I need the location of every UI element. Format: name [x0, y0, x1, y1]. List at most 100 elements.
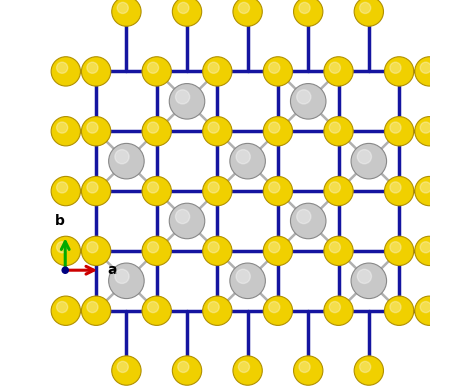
Circle shape [208, 301, 219, 313]
Circle shape [420, 122, 431, 133]
Circle shape [208, 182, 219, 193]
Circle shape [354, 356, 383, 385]
Circle shape [351, 263, 387, 299]
Circle shape [147, 242, 159, 253]
Circle shape [203, 57, 232, 86]
Circle shape [56, 242, 68, 253]
Circle shape [263, 296, 292, 325]
Circle shape [236, 269, 250, 283]
Circle shape [384, 117, 414, 146]
Circle shape [420, 301, 431, 313]
Circle shape [142, 117, 172, 146]
Circle shape [203, 117, 232, 146]
Circle shape [297, 210, 311, 223]
Circle shape [329, 122, 340, 133]
Circle shape [87, 301, 98, 313]
Circle shape [269, 182, 280, 193]
Circle shape [208, 122, 219, 133]
Circle shape [415, 176, 444, 206]
Circle shape [233, 0, 262, 26]
Circle shape [384, 236, 414, 266]
Circle shape [208, 62, 219, 73]
Circle shape [420, 242, 431, 253]
Circle shape [169, 83, 205, 119]
Circle shape [117, 361, 128, 372]
Text: a: a [108, 263, 117, 277]
Circle shape [62, 267, 68, 273]
Circle shape [390, 122, 401, 133]
Circle shape [51, 57, 81, 86]
Circle shape [324, 57, 353, 86]
Circle shape [203, 296, 232, 325]
Circle shape [169, 203, 205, 239]
Circle shape [173, 356, 201, 385]
Circle shape [263, 176, 292, 206]
Circle shape [420, 62, 431, 73]
Circle shape [324, 176, 353, 206]
Circle shape [51, 296, 81, 325]
Circle shape [178, 361, 189, 372]
Circle shape [82, 176, 111, 206]
Circle shape [87, 182, 98, 193]
Circle shape [230, 143, 265, 179]
Circle shape [147, 182, 159, 193]
Circle shape [324, 236, 353, 266]
Circle shape [415, 117, 444, 146]
Circle shape [269, 301, 280, 313]
Circle shape [56, 122, 68, 133]
Circle shape [51, 117, 81, 146]
Circle shape [390, 242, 401, 253]
Circle shape [142, 236, 172, 266]
Circle shape [82, 296, 111, 325]
Circle shape [384, 176, 414, 206]
Circle shape [82, 117, 111, 146]
Circle shape [415, 236, 444, 266]
Circle shape [233, 356, 262, 385]
Circle shape [269, 242, 280, 253]
Circle shape [208, 242, 219, 253]
Circle shape [236, 150, 250, 164]
Circle shape [291, 83, 326, 119]
Circle shape [56, 182, 68, 193]
Circle shape [175, 210, 190, 223]
Circle shape [147, 62, 159, 73]
Circle shape [293, 0, 323, 26]
Circle shape [56, 301, 68, 313]
Circle shape [82, 236, 111, 266]
Circle shape [56, 62, 68, 73]
Circle shape [269, 62, 280, 73]
Circle shape [390, 62, 401, 73]
Circle shape [297, 90, 311, 104]
Circle shape [87, 242, 98, 253]
Circle shape [293, 356, 323, 385]
Circle shape [147, 301, 159, 313]
Circle shape [354, 0, 383, 26]
Circle shape [263, 117, 292, 146]
Circle shape [115, 150, 129, 164]
Circle shape [112, 356, 141, 385]
Circle shape [142, 296, 172, 325]
Circle shape [324, 117, 353, 146]
Circle shape [117, 2, 128, 14]
Circle shape [142, 57, 172, 86]
Circle shape [324, 296, 353, 325]
Circle shape [109, 143, 144, 179]
Circle shape [351, 143, 387, 179]
Circle shape [112, 0, 141, 26]
Circle shape [360, 361, 371, 372]
Circle shape [203, 236, 232, 266]
Circle shape [415, 57, 444, 86]
Circle shape [82, 57, 111, 86]
Circle shape [109, 263, 144, 299]
Circle shape [357, 150, 372, 164]
Circle shape [329, 62, 340, 73]
Circle shape [360, 2, 371, 14]
Circle shape [390, 301, 401, 313]
Circle shape [178, 2, 189, 14]
Circle shape [299, 361, 310, 372]
Circle shape [51, 236, 81, 266]
Circle shape [263, 236, 292, 266]
Circle shape [238, 361, 249, 372]
Circle shape [415, 296, 444, 325]
Circle shape [269, 122, 280, 133]
